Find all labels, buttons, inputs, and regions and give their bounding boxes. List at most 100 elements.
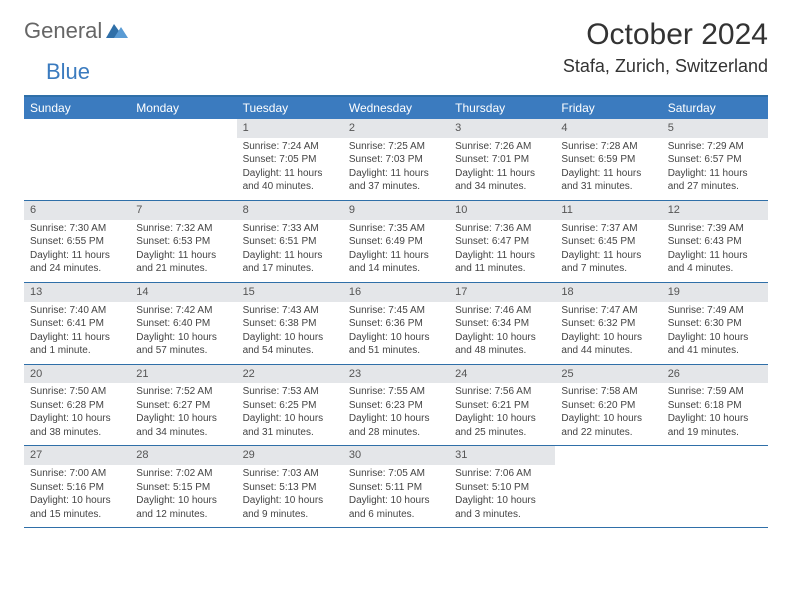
day-cell: 30Sunrise: 7:05 AMSunset: 5:11 PMDayligh… [343,446,449,527]
day-cell: 31Sunrise: 7:06 AMSunset: 5:10 PMDayligh… [449,446,555,527]
day-number: 7 [130,201,236,220]
daylight-text: Daylight: 10 hours and 31 minutes. [243,412,337,439]
sunrise-text: Sunrise: 7:03 AM [243,467,337,481]
day-body: Sunrise: 7:06 AMSunset: 5:10 PMDaylight:… [449,465,555,527]
day-cell: 25Sunrise: 7:58 AMSunset: 6:20 PMDayligh… [555,365,661,446]
day-number: 4 [555,119,661,138]
sunset-text: Sunset: 6:53 PM [136,235,230,249]
daylight-text: Daylight: 11 hours and 1 minute. [30,331,124,358]
day-number: 11 [555,201,661,220]
day-body: Sunrise: 7:42 AMSunset: 6:40 PMDaylight:… [130,302,236,364]
col-tuesday: Tuesday [237,97,343,119]
day-number: 17 [449,283,555,302]
day-cell: 21Sunrise: 7:52 AMSunset: 6:27 PMDayligh… [130,365,236,446]
col-friday: Friday [555,97,661,119]
day-cell: 14Sunrise: 7:42 AMSunset: 6:40 PMDayligh… [130,283,236,364]
sunrise-text: Sunrise: 7:32 AM [136,222,230,236]
day-number: 31 [449,446,555,465]
sunrise-text: Sunrise: 7:49 AM [668,304,762,318]
day-body: Sunrise: 7:53 AMSunset: 6:25 PMDaylight:… [237,383,343,445]
day-cell: 20Sunrise: 7:50 AMSunset: 6:28 PMDayligh… [24,365,130,446]
day-body: Sunrise: 7:50 AMSunset: 6:28 PMDaylight:… [24,383,130,445]
day-number: 2 [343,119,449,138]
sunset-text: Sunset: 6:59 PM [561,153,655,167]
sunrise-text: Sunrise: 7:36 AM [455,222,549,236]
sunrise-text: Sunrise: 7:35 AM [349,222,443,236]
sunset-text: Sunset: 6:57 PM [668,153,762,167]
day-number: 10 [449,201,555,220]
sunrise-text: Sunrise: 7:37 AM [561,222,655,236]
day-body: Sunrise: 7:35 AMSunset: 6:49 PMDaylight:… [343,220,449,282]
day-body: Sunrise: 7:49 AMSunset: 6:30 PMDaylight:… [662,302,768,364]
daylight-text: Daylight: 11 hours and 31 minutes. [561,167,655,194]
daylight-text: Daylight: 11 hours and 21 minutes. [136,249,230,276]
title-block: October 2024 Stafa, Zurich, Switzerland [563,18,768,77]
sunrise-text: Sunrise: 7:42 AM [136,304,230,318]
daylight-text: Daylight: 10 hours and 19 minutes. [668,412,762,439]
day-cell: 18Sunrise: 7:47 AMSunset: 6:32 PMDayligh… [555,283,661,364]
day-number: 8 [237,201,343,220]
daylight-text: Daylight: 11 hours and 14 minutes. [349,249,443,276]
day-number: 14 [130,283,236,302]
sunrise-text: Sunrise: 7:25 AM [349,140,443,154]
sunset-text: Sunset: 7:01 PM [455,153,549,167]
day-header-row: Sunday Monday Tuesday Wednesday Thursday… [24,97,768,119]
sunrise-text: Sunrise: 7:46 AM [455,304,549,318]
sunrise-text: Sunrise: 7:39 AM [668,222,762,236]
sunrise-text: Sunrise: 7:28 AM [561,140,655,154]
day-cell: 9Sunrise: 7:35 AMSunset: 6:49 PMDaylight… [343,201,449,282]
day-number: 3 [449,119,555,138]
day-cell: 7 Sunrise: 7:32 AMSunset: 6:53 PMDaylight… [130,201,236,282]
day-cell: 16Sunrise: 7:45 AMSunset: 6:36 PMDayligh… [343,283,449,364]
day-cell: 4 Sunrise: 7:28 AMSunset: 6:59 PMDaylight… [555,119,661,200]
sunset-text: Sunset: 6:55 PM [30,235,124,249]
day-body: Sunrise: 7:24 AMSunset: 7:05 PMDaylight:… [237,138,343,200]
day-number: 18 [555,283,661,302]
sunset-text: Sunset: 5:13 PM [243,481,337,495]
sunset-text: Sunset: 6:23 PM [349,399,443,413]
brand-part1: General [24,18,102,44]
sunrise-text: Sunrise: 7:59 AM [668,385,762,399]
day-number: 1 [237,119,343,138]
sunrise-text: Sunrise: 7:45 AM [349,304,443,318]
day-number: 27 [24,446,130,465]
day-body: Sunrise: 7:45 AMSunset: 6:36 PMDaylight:… [343,302,449,364]
day-cell: 3Sunrise: 7:26 AMSunset: 7:01 PMDaylight… [449,119,555,200]
daylight-text: Daylight: 10 hours and 6 minutes. [349,494,443,521]
day-body: Sunrise: 7:58 AMSunset: 6:20 PMDaylight:… [555,383,661,445]
sunrise-text: Sunrise: 7:47 AM [561,304,655,318]
daylight-text: Daylight: 11 hours and 37 minutes. [349,167,443,194]
day-cell: 23Sunrise: 7:55 AMSunset: 6:23 PMDayligh… [343,365,449,446]
sunset-text: Sunset: 7:05 PM [243,153,337,167]
sunset-text: Sunset: 6:49 PM [349,235,443,249]
day-body: Sunrise: 7:46 AMSunset: 6:34 PMDaylight:… [449,302,555,364]
sunset-text: Sunset: 6:40 PM [136,317,230,331]
day-cell: 29Sunrise: 7:03 AMSunset: 5:13 PMDayligh… [237,446,343,527]
day-number: 13 [24,283,130,302]
day-body: Sunrise: 7:37 AMSunset: 6:45 PMDaylight:… [555,220,661,282]
daylight-text: Daylight: 10 hours and 12 minutes. [136,494,230,521]
day-cell: 13Sunrise: 7:40 AMSunset: 6:41 PMDayligh… [24,283,130,364]
daylight-text: Daylight: 10 hours and 48 minutes. [455,331,549,358]
day-number: 12 [662,201,768,220]
day-cell: 17Sunrise: 7:46 AMSunset: 6:34 PMDayligh… [449,283,555,364]
day-number: 19 [662,283,768,302]
day-cell: 24Sunrise: 7:56 AMSunset: 6:21 PMDayligh… [449,365,555,446]
day-body: Sunrise: 7:52 AMSunset: 6:27 PMDaylight:… [130,383,236,445]
col-wednesday: Wednesday [343,97,449,119]
day-cell: 12Sunrise: 7:39 AMSunset: 6:43 PMDayligh… [662,201,768,282]
location-label: Stafa, Zurich, Switzerland [563,56,768,77]
day-number: 6 [24,201,130,220]
day-body: Sunrise: 7:25 AMSunset: 7:03 PMDaylight:… [343,138,449,200]
sunrise-text: Sunrise: 7:40 AM [30,304,124,318]
day-cell [555,446,661,527]
sunset-text: Sunset: 6:45 PM [561,235,655,249]
sunrise-text: Sunrise: 7:06 AM [455,467,549,481]
week-row: 1Sunrise: 7:24 AMSunset: 7:05 PMDaylight… [24,119,768,201]
brand-logo: General [24,18,128,44]
sunset-text: Sunset: 6:28 PM [30,399,124,413]
day-body: Sunrise: 7:55 AMSunset: 6:23 PMDaylight:… [343,383,449,445]
sunset-text: Sunset: 6:21 PM [455,399,549,413]
day-cell: 5Sunrise: 7:29 AMSunset: 6:57 PMDaylight… [662,119,768,200]
sunrise-text: Sunrise: 7:24 AM [243,140,337,154]
